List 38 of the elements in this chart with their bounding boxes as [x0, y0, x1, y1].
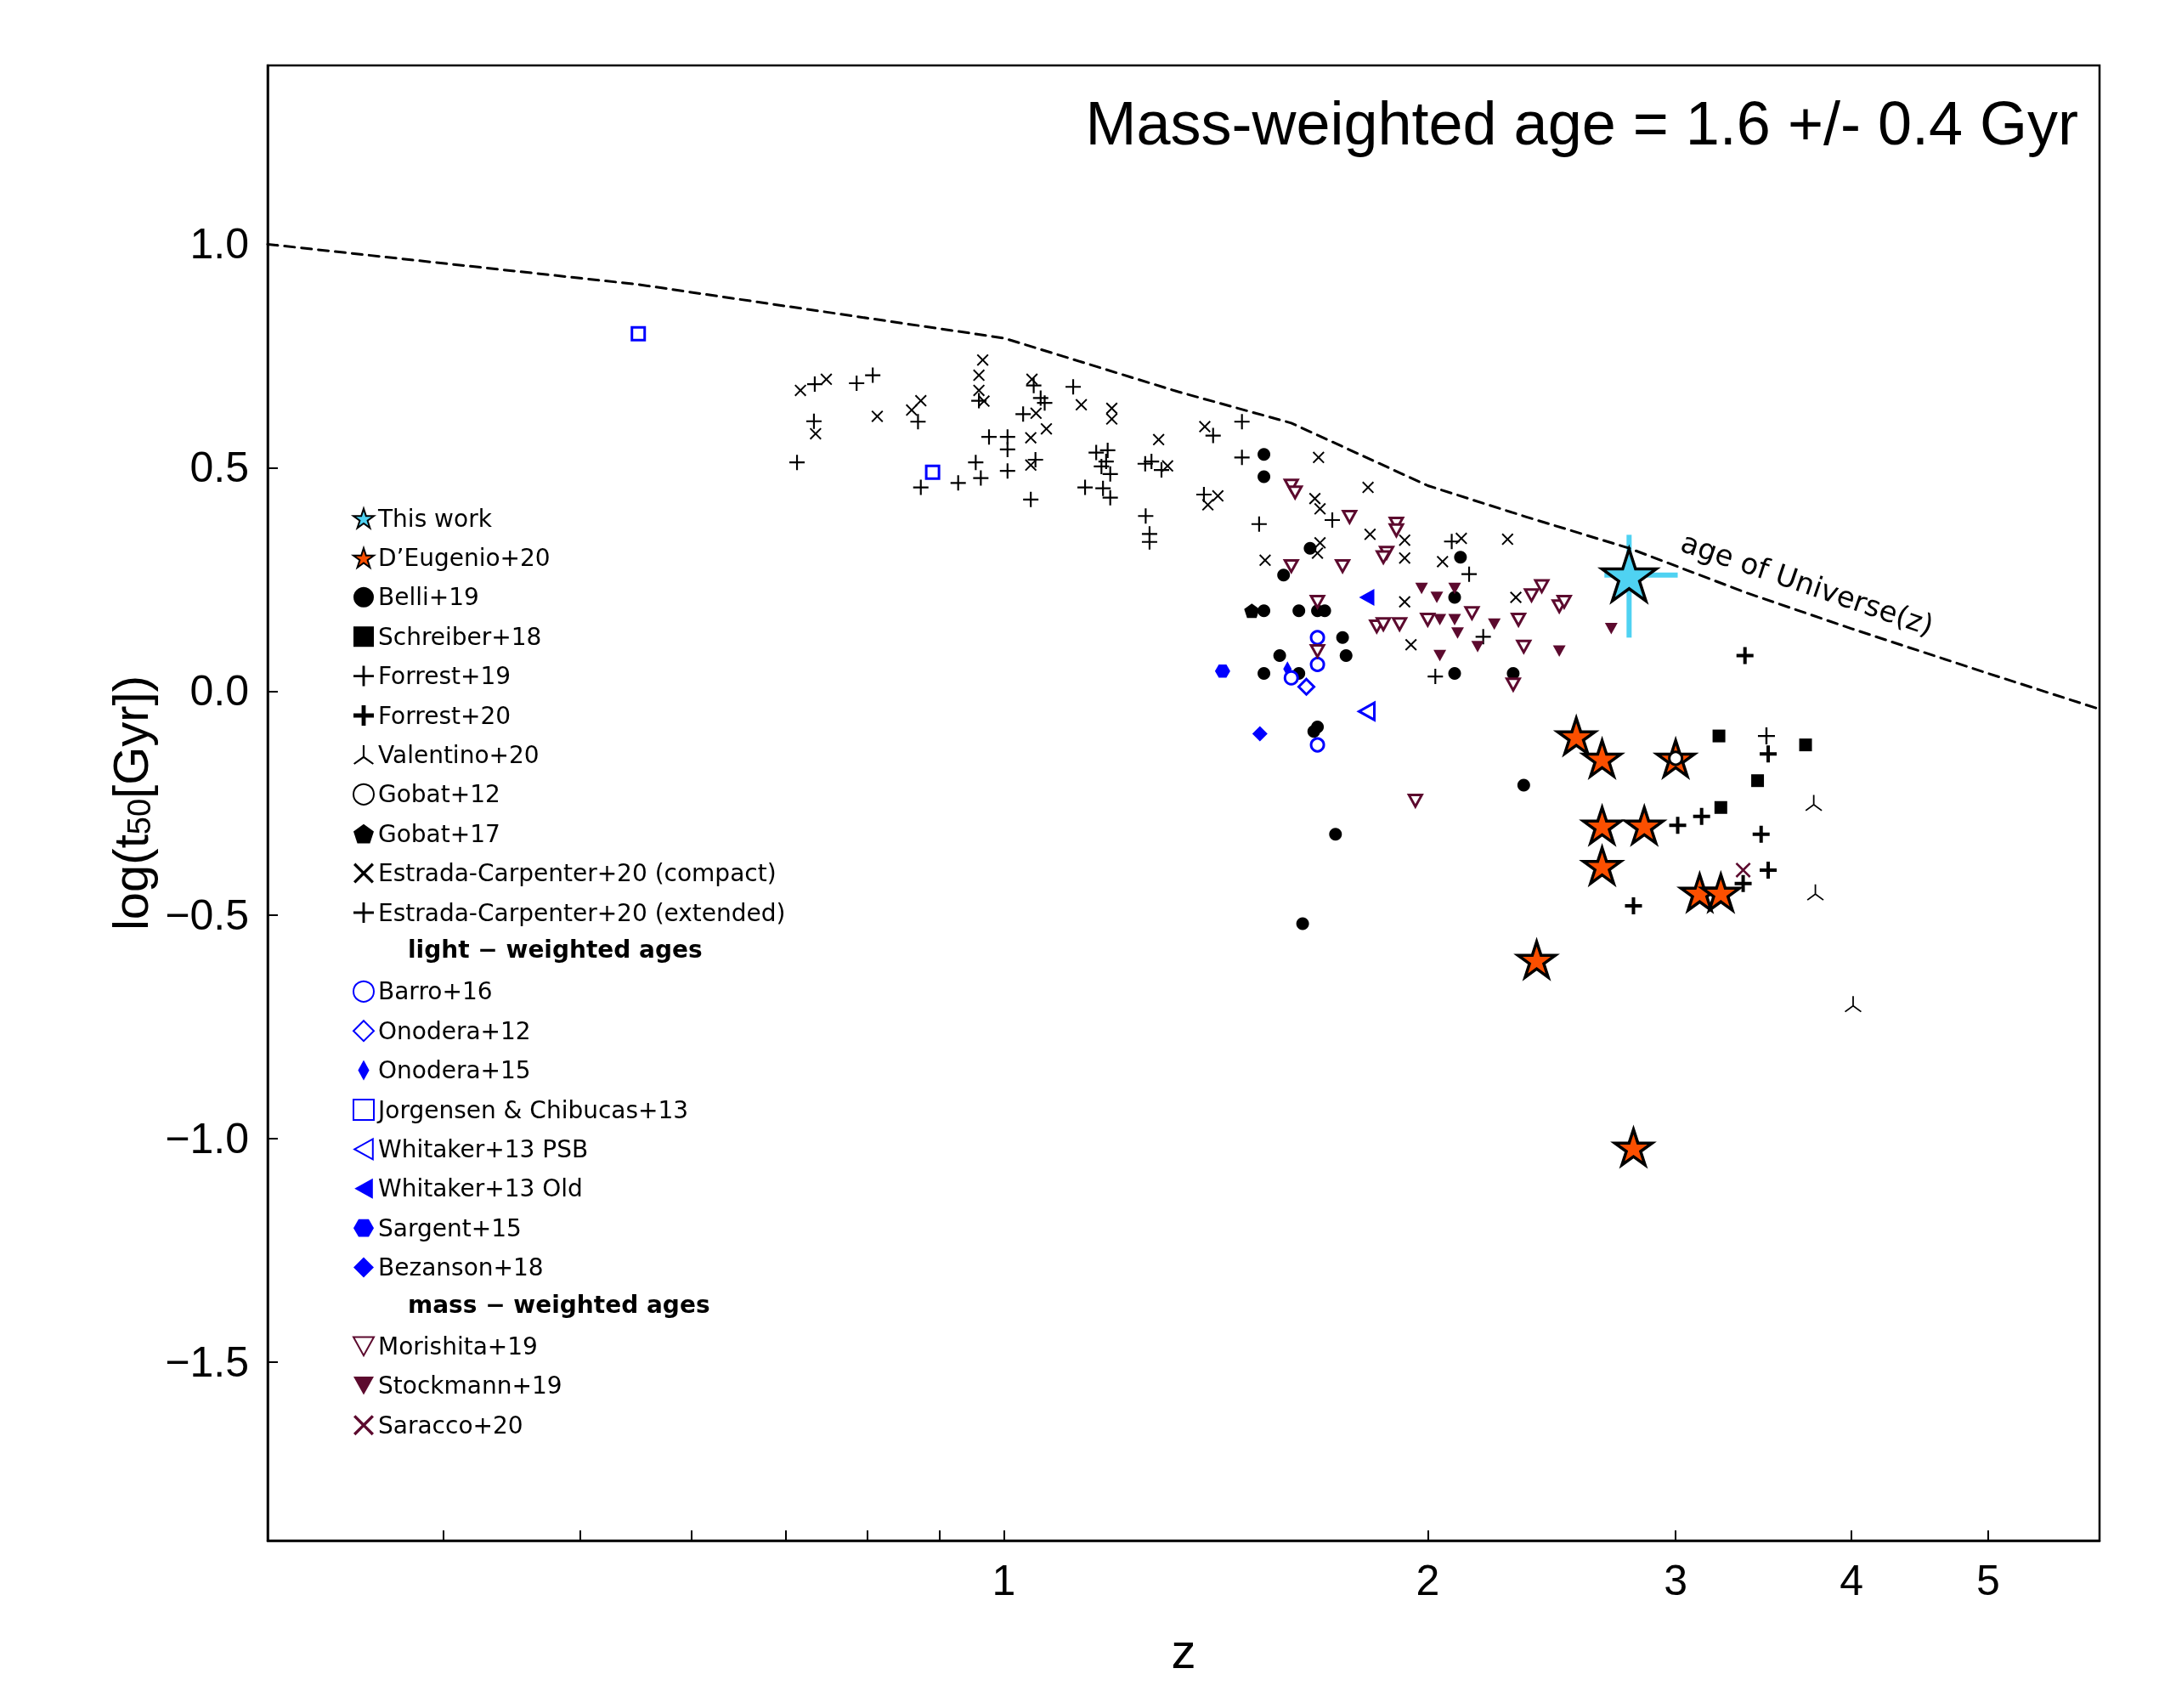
legend-label: Forrest+19	[378, 662, 512, 691]
x-tick-label: 2	[1416, 1557, 1440, 1604]
legend-label: Valentino+20	[378, 740, 540, 769]
legend-label: Sargent+15	[378, 1213, 522, 1242]
annotation: Mass-weighted age = 1.6 +/- 0.4 Gyr	[1085, 89, 2078, 157]
x-tick-label: 5	[1975, 1557, 2000, 1604]
y-tick-label: −0.5	[165, 891, 249, 939]
y-tick-label: 1.0	[189, 220, 249, 269]
legend-label: Jorgensen & Chibucas+13	[376, 1095, 689, 1124]
annotation: mass − weighted ages	[408, 1290, 710, 1319]
legend-label: Stockmann+19	[378, 1371, 562, 1400]
legend-label: Gobat+12	[378, 780, 500, 809]
legend-label: Schreiber+18	[378, 622, 542, 651]
y-tick-label: 0.5	[189, 444, 249, 492]
legend-label: Whitaker+13 Old	[378, 1174, 583, 1203]
legend-label: Estrada-Carpenter+20 (compact)	[378, 859, 777, 888]
y-tick-label: 0.0	[189, 667, 249, 715]
legend-label: Onodera+12	[378, 1016, 531, 1045]
legend-label: Barro+16	[378, 977, 493, 1006]
legend-label: Belli+19	[378, 583, 479, 612]
annotation: light − weighted ages	[408, 935, 703, 964]
legend-label: Estrada-Carpenter+20 (extended)	[378, 898, 786, 927]
x-tick-label: 4	[1840, 1557, 1864, 1604]
x-tick-label: 1	[992, 1557, 1016, 1604]
legend-label: Gobat+17	[378, 819, 500, 848]
legend-label: Bezanson+18	[378, 1253, 544, 1282]
y-tick-label: −1.0	[165, 1114, 249, 1162]
legend-label: Whitaker+13 PSB	[378, 1134, 589, 1163]
legend-label: Saracco+20	[378, 1411, 523, 1439]
legend-label: D’Eugenio+20	[378, 543, 551, 572]
x-tick-label: 3	[1664, 1557, 1688, 1604]
legend-label: Onodera+15	[378, 1056, 531, 1085]
legend-label: This work	[377, 504, 493, 533]
legend-label: Forrest+20	[378, 701, 512, 730]
y-tick-label: −1.5	[165, 1338, 249, 1386]
legend-label: Morishita+19	[378, 1332, 538, 1360]
x-axis-title: z	[1171, 1622, 1196, 1678]
y-axis-title: log(t50[Gyr])	[102, 675, 158, 931]
